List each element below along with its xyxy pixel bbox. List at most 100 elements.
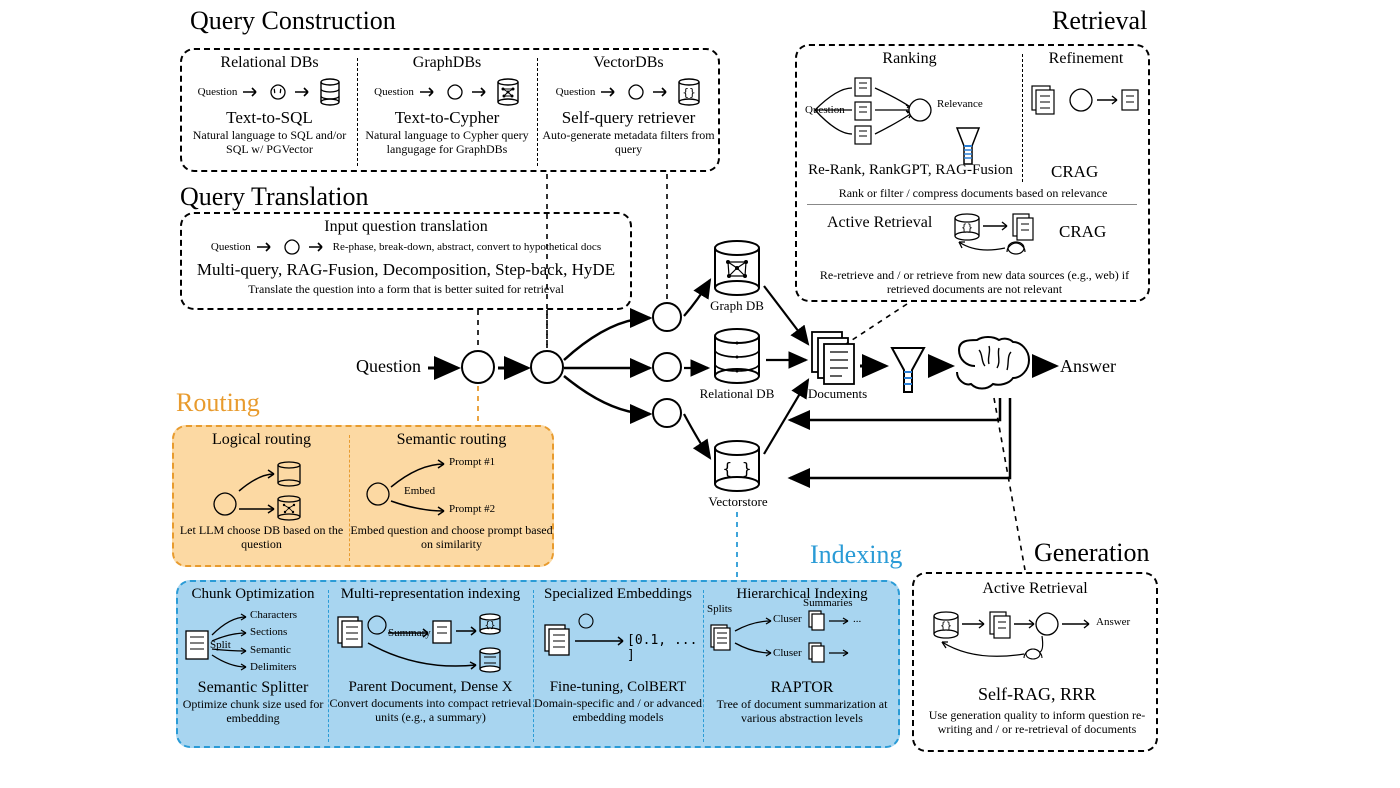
idx-desc-3: Domain-specific and / or advanced embedd…: [533, 696, 703, 725]
svg-text:{}: {}: [961, 223, 973, 234]
idx-desc-2: Convert documents into compact retrieval…: [328, 696, 533, 725]
qc-desc-3: Auto-generate metadata filters from quer…: [537, 128, 720, 157]
routing-head-2: Semantic routing: [349, 431, 554, 449]
arrow-icon: [601, 87, 619, 97]
pipe-reldb-icon: [712, 328, 762, 386]
svg-text:{}: {}: [940, 621, 952, 632]
title-query-construction: Query Construction: [190, 6, 396, 36]
qt-subhead: Input question translation: [182, 218, 630, 236]
qc-head-3: VectorDBs: [537, 54, 720, 72]
svg-text:{}: {}: [485, 621, 496, 631]
idx-head-3: Specialized Embeddings: [533, 586, 703, 603]
box-generation: Active Retrieval {} Answer Self-RAG, RRR…: [912, 572, 1158, 752]
box-routing: Logical routing Let LLM choose DB based …: [172, 425, 554, 567]
qc-desc-2: Natural language to Cypher query languga…: [357, 128, 537, 157]
box-query-construction: Relational DBs Question Text-to-SQL Natu…: [180, 48, 720, 172]
qt-flow-result: Re-phase, break-down, abstract, convert …: [333, 241, 602, 253]
idx-hier-diagram: [703, 603, 901, 679]
idx-opt-2: Semantic: [250, 644, 291, 656]
idx-desc-4: Tree of document summarization at variou…: [703, 697, 901, 726]
title-routing: Routing: [176, 388, 260, 418]
idx-multi-diagram: {}: [328, 603, 533, 679]
pipe-choice-rel: [652, 352, 682, 382]
arrow-icon: [243, 87, 261, 97]
idx-head-2: Multi-representation indexing: [328, 586, 533, 603]
retr-question: Question: [805, 104, 845, 116]
pipe-graphdb-icon: [712, 240, 762, 298]
box-indexing: Chunk Optimization Split Characters Sect…: [176, 580, 900, 748]
gen-diagram: {}: [914, 602, 1160, 672]
qc-head-2: GraphDBs: [357, 54, 537, 72]
database-icon: [319, 78, 341, 106]
qc-flow-2-label: Question: [374, 86, 414, 98]
idx-desc-1: Optimize chunk size used for embedding: [178, 697, 328, 726]
idx-head-4: Hierarchical Indexing: [703, 586, 901, 603]
brain-icon: [444, 83, 466, 101]
qt-flow-label: Question: [211, 241, 251, 253]
title-query-translation: Query Translation: [180, 182, 369, 212]
idx-method-1: Semantic Splitter: [178, 679, 328, 697]
qc-flow-3-label: Question: [556, 86, 596, 98]
vectordb-icon: {}: [677, 78, 701, 106]
idx-opt-0: Characters: [250, 609, 297, 621]
idx-cluster-1: Cluser: [773, 613, 802, 625]
idx-vec: [0.1, ... ]: [627, 633, 703, 663]
pipe-node-2: [530, 350, 564, 384]
pipe-node-1: [461, 350, 495, 384]
arrow-icon: [257, 242, 275, 252]
idx-method-3: Fine-tuning, ColBERT: [533, 679, 703, 696]
qc-method-1: Text-to-SQL: [182, 108, 357, 128]
qc-method-2: Text-to-Cypher: [357, 108, 537, 128]
qc-method-3: Self-query retriever: [537, 108, 720, 128]
routing-desc-1: Let LLM choose DB based on the question: [174, 523, 349, 552]
idx-summaries: Summaries: [803, 597, 853, 609]
retr-method1: Re-Rank, RankGPT, RAG-Fusion: [803, 162, 1018, 179]
pipe-documents-label: Documents: [808, 386, 867, 402]
brain-icon: [281, 238, 303, 256]
arrow-icon: [653, 87, 671, 97]
title-indexing: Indexing: [810, 540, 902, 570]
idx-opt-1: Sections: [250, 626, 287, 638]
retr-crag2: CRAG: [1059, 222, 1106, 242]
graphdb-icon: [496, 78, 520, 106]
retr-desc2: Re-retrieve and / or retrieve from new d…: [807, 268, 1142, 297]
idx-split: Split: [210, 639, 231, 651]
title-retrieval: Retrieval: [1052, 6, 1147, 36]
brain-icon: [625, 83, 647, 101]
box-query-translation: Input question translation Question Re-p…: [180, 212, 632, 310]
pipe-answer: Answer: [1060, 356, 1116, 377]
pipe-funnel-icon: [890, 346, 926, 396]
retr-active-head: Active Retrieval: [827, 214, 932, 232]
routing-desc-2: Embed question and choose prompt based o…: [349, 523, 554, 552]
brain-icon: [267, 83, 289, 101]
box-retrieval: Ranking Refinement Question Relevance Re…: [795, 44, 1150, 302]
gen-method: Self-RAG, RRR: [914, 684, 1160, 705]
qt-desc: Translate the question into a form that …: [182, 282, 630, 296]
arrow-icon: [472, 87, 490, 97]
idx-summary: Summary: [388, 627, 431, 639]
retr-crag1: CRAG: [1051, 162, 1098, 182]
qc-desc-1: Natural language to SQL and/or SQL w/ PG…: [182, 128, 357, 157]
gen-desc: Use generation quality to inform questio…: [924, 708, 1150, 737]
pipe-vstore-icon: { }: [712, 440, 762, 494]
svg-text:{ }: { }: [723, 459, 752, 478]
idx-method-2: Parent Document, Dense X: [328, 679, 533, 696]
routing-prompt1: Prompt #1: [449, 456, 495, 468]
arrow-icon: [309, 242, 327, 252]
arrow-icon: [295, 87, 313, 97]
retr-relevance: Relevance: [937, 98, 983, 110]
arrow-icon: [420, 87, 438, 97]
pipe-llm-brain-icon: [955, 336, 1035, 398]
retr-desc1: Rank or filter / compress documents base…: [803, 186, 1143, 200]
gen-answer: Answer: [1096, 616, 1130, 628]
pipe-reldb-label: Relational DB: [692, 386, 782, 402]
pipe-documents-icon: [810, 330, 856, 386]
svg-text:{}: {}: [683, 86, 696, 99]
idx-cluster-2: Cluser: [773, 647, 802, 659]
routing-head-1: Logical routing: [174, 431, 349, 449]
idx-dots: ...: [853, 613, 861, 625]
idx-head-1: Chunk Optimization: [178, 586, 328, 603]
idx-opt-3: Delimiters: [250, 661, 296, 673]
routing-prompt2: Prompt #2: [449, 503, 495, 515]
pipe-choice-graph: [652, 302, 682, 332]
